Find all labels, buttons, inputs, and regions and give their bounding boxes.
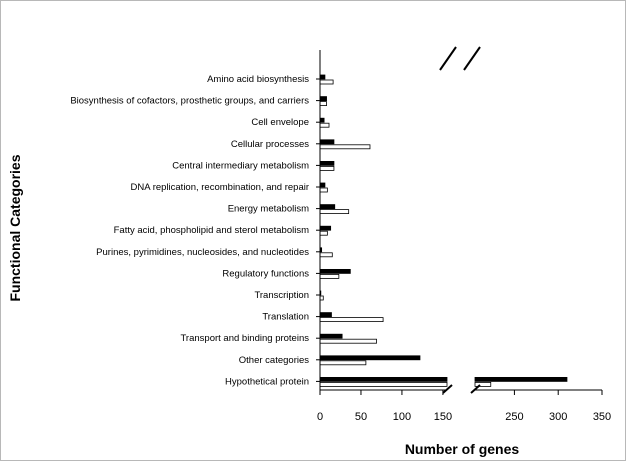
bar xyxy=(319,74,326,80)
x-tick-label: 300 xyxy=(549,411,567,423)
category-label: Regulatory functions xyxy=(222,268,309,279)
category-label: Fatty acid, phospholipid and sterol meta… xyxy=(114,225,309,236)
bar xyxy=(319,225,332,231)
axis-break-mark xyxy=(463,46,481,71)
y-axis-title: Functional Categories xyxy=(7,154,23,301)
bar xyxy=(319,230,328,236)
axis-break-mark xyxy=(439,46,457,71)
bar xyxy=(319,79,334,85)
bar xyxy=(319,187,328,193)
x-tick-label: 350 xyxy=(593,411,611,423)
bar xyxy=(319,204,336,210)
bar xyxy=(319,333,343,339)
category-label: Hypothetical protein xyxy=(225,376,309,387)
bar xyxy=(319,252,333,258)
bar-segment-lower xyxy=(319,376,448,382)
bar xyxy=(319,165,335,171)
bar-segment-upper xyxy=(474,381,492,387)
category-label: Cellular processes xyxy=(231,139,309,150)
x-axis: 0 50 100 150 250 300 350 xyxy=(316,50,611,423)
category-label: Other categories xyxy=(239,355,309,366)
category-label: Translation xyxy=(262,312,309,323)
axis-break-mark xyxy=(470,384,481,394)
bar xyxy=(319,122,330,128)
bar xyxy=(319,209,350,215)
category-label: Biosynthesis of cofactors, prosthetic gr… xyxy=(70,96,309,107)
axis-break-marks xyxy=(439,46,481,394)
x-tick-label: 100 xyxy=(393,411,411,423)
bars xyxy=(319,74,568,387)
bar xyxy=(319,101,327,106)
bar xyxy=(319,273,340,279)
category-labels: Amino acid biosynthesis Biosynthesis of c… xyxy=(70,74,309,387)
axis-break-mark xyxy=(442,384,453,394)
category-label: DNA replication, recombination, and repa… xyxy=(131,182,309,193)
bar xyxy=(319,338,377,344)
x-axis-title: Number of genes xyxy=(405,441,520,457)
category-label: Purines, pyrimidines, nucleosides, and n… xyxy=(96,247,309,258)
bar xyxy=(319,117,325,123)
x-tick-label: 50 xyxy=(355,411,367,423)
bar xyxy=(319,160,335,166)
category-label: Amino acid biosynthesis xyxy=(207,74,309,85)
bar xyxy=(319,317,384,323)
bar xyxy=(319,96,327,101)
category-label: Transport and binding proteins xyxy=(180,333,309,344)
bar-segment-lower xyxy=(319,381,448,387)
bar-segment-upper xyxy=(474,376,568,382)
bar xyxy=(319,139,335,145)
bar xyxy=(319,182,326,188)
category-label: Energy metabolism xyxy=(228,204,309,215)
x-tick-label: 150 xyxy=(434,411,452,423)
category-label: Transcription xyxy=(254,290,309,301)
bar xyxy=(319,144,371,150)
bar xyxy=(319,360,367,366)
category-label: Cell envelope xyxy=(251,117,309,128)
bar xyxy=(319,312,332,318)
bar xyxy=(319,268,351,274)
x-tick-label: 0 xyxy=(317,411,323,423)
category-label: Central intermediary metabolism xyxy=(172,160,309,171)
bar xyxy=(319,355,421,361)
x-tick-label: 250 xyxy=(505,411,523,423)
